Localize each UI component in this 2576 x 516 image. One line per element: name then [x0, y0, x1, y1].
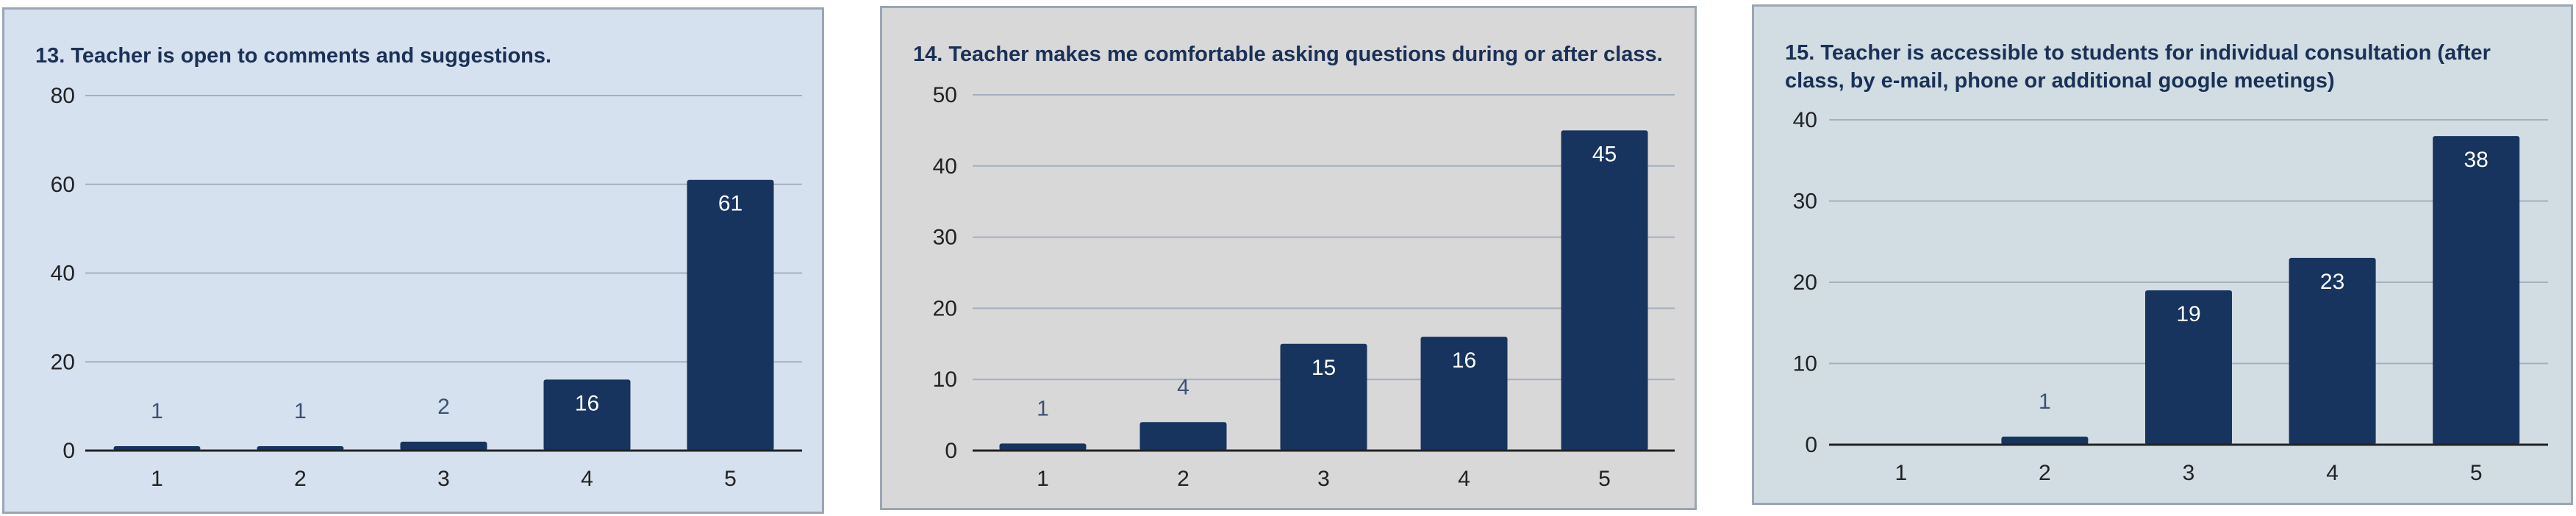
bar-chart-13: 0 20 40 60 80 1 1 1 2 2 3 16 4 61 5 — [51, 84, 802, 491]
bar — [2001, 436, 2089, 445]
x-tick-label: 1 — [1895, 461, 1907, 485]
data-label: 61 — [718, 192, 743, 216]
x-tick-label: 2 — [1177, 467, 1189, 491]
y-tick-label: 60 — [51, 173, 75, 197]
y-tick-label: 20 — [51, 350, 75, 374]
data-label: 38 — [2464, 148, 2489, 172]
y-tick-label: 20 — [1793, 270, 1817, 295]
bar — [2433, 136, 2520, 445]
x-tick-label: 1 — [151, 467, 163, 491]
y-tick-label: 0 — [62, 439, 75, 463]
x-tick-label: 1 — [1037, 467, 1049, 491]
data-label: 1 — [151, 399, 163, 423]
y-tick-label: 40 — [933, 154, 957, 179]
bar-chart-15: 0 10 20 30 40 1 1 2 19 3 23 4 38 5 — [1793, 108, 2548, 485]
chart-title: 14. Teacher makes me comfortable asking … — [913, 43, 1663, 66]
bar — [1280, 343, 1367, 451]
y-tick-label: 80 — [51, 84, 75, 108]
bar — [113, 445, 201, 451]
y-tick-label: 30 — [1793, 190, 1817, 214]
y-tick-label: 40 — [1793, 108, 1817, 132]
x-tick-label: 5 — [2470, 461, 2483, 485]
y-tick-label: 40 — [51, 262, 75, 286]
x-tick-label: 4 — [1458, 467, 1470, 491]
bar — [543, 379, 631, 451]
chart-panel-13: 13. Teacher is open to comments and sugg… — [2, 7, 824, 514]
y-tick-label: 20 — [933, 296, 957, 320]
bar — [2145, 290, 2232, 445]
data-label: 23 — [2320, 270, 2344, 294]
y-tick-label: 0 — [1805, 433, 1817, 457]
y-tick-label: 10 — [933, 368, 957, 392]
data-label: 2 — [437, 395, 450, 419]
x-tick-label: 2 — [294, 467, 307, 491]
bar — [2289, 257, 2376, 445]
x-tick-label: 4 — [581, 467, 593, 491]
data-label: 45 — [1592, 142, 1617, 166]
x-tick-label: 5 — [724, 467, 737, 491]
data-label: 1 — [1037, 396, 1049, 420]
chart-panel-14: 14. Teacher makes me comfortable asking … — [880, 6, 1697, 510]
chart-title: 13. Teacher is open to comments and sugg… — [35, 44, 552, 68]
data-label: 1 — [2039, 390, 2051, 414]
data-label: 15 — [1312, 356, 1336, 380]
y-tick-label: 30 — [933, 226, 957, 250]
bar — [257, 445, 344, 451]
bar — [400, 441, 487, 451]
bar — [1561, 130, 1648, 451]
data-label: 16 — [575, 391, 599, 415]
x-tick-label: 4 — [2326, 461, 2339, 485]
x-tick-label: 3 — [437, 467, 450, 491]
y-tick-label: 10 — [1793, 352, 1817, 376]
x-tick-label: 3 — [2183, 461, 2195, 485]
x-tick-label: 3 — [1317, 467, 1330, 491]
chart-panel-15: 15. Teacher is accessible to students fo… — [1752, 4, 2573, 505]
y-tick-label: 0 — [945, 439, 957, 463]
bar-chart-14: 0 10 20 30 40 50 1 1 4 2 15 3 16 4 45 5 — [933, 83, 1675, 491]
bar — [1139, 422, 1227, 451]
data-label: 19 — [2176, 302, 2200, 326]
data-label: 16 — [1452, 348, 1476, 373]
bar — [687, 179, 774, 451]
data-label: 1 — [294, 399, 307, 423]
x-tick-label: 5 — [1598, 467, 1611, 491]
y-tick-label: 50 — [933, 83, 957, 107]
x-tick-label: 2 — [2039, 461, 2051, 485]
bar — [1420, 337, 1508, 451]
data-label: 4 — [1177, 375, 1189, 399]
chart-title: 15. Teacher is accessible to students fo… — [1785, 41, 2491, 93]
bar — [999, 443, 1087, 451]
